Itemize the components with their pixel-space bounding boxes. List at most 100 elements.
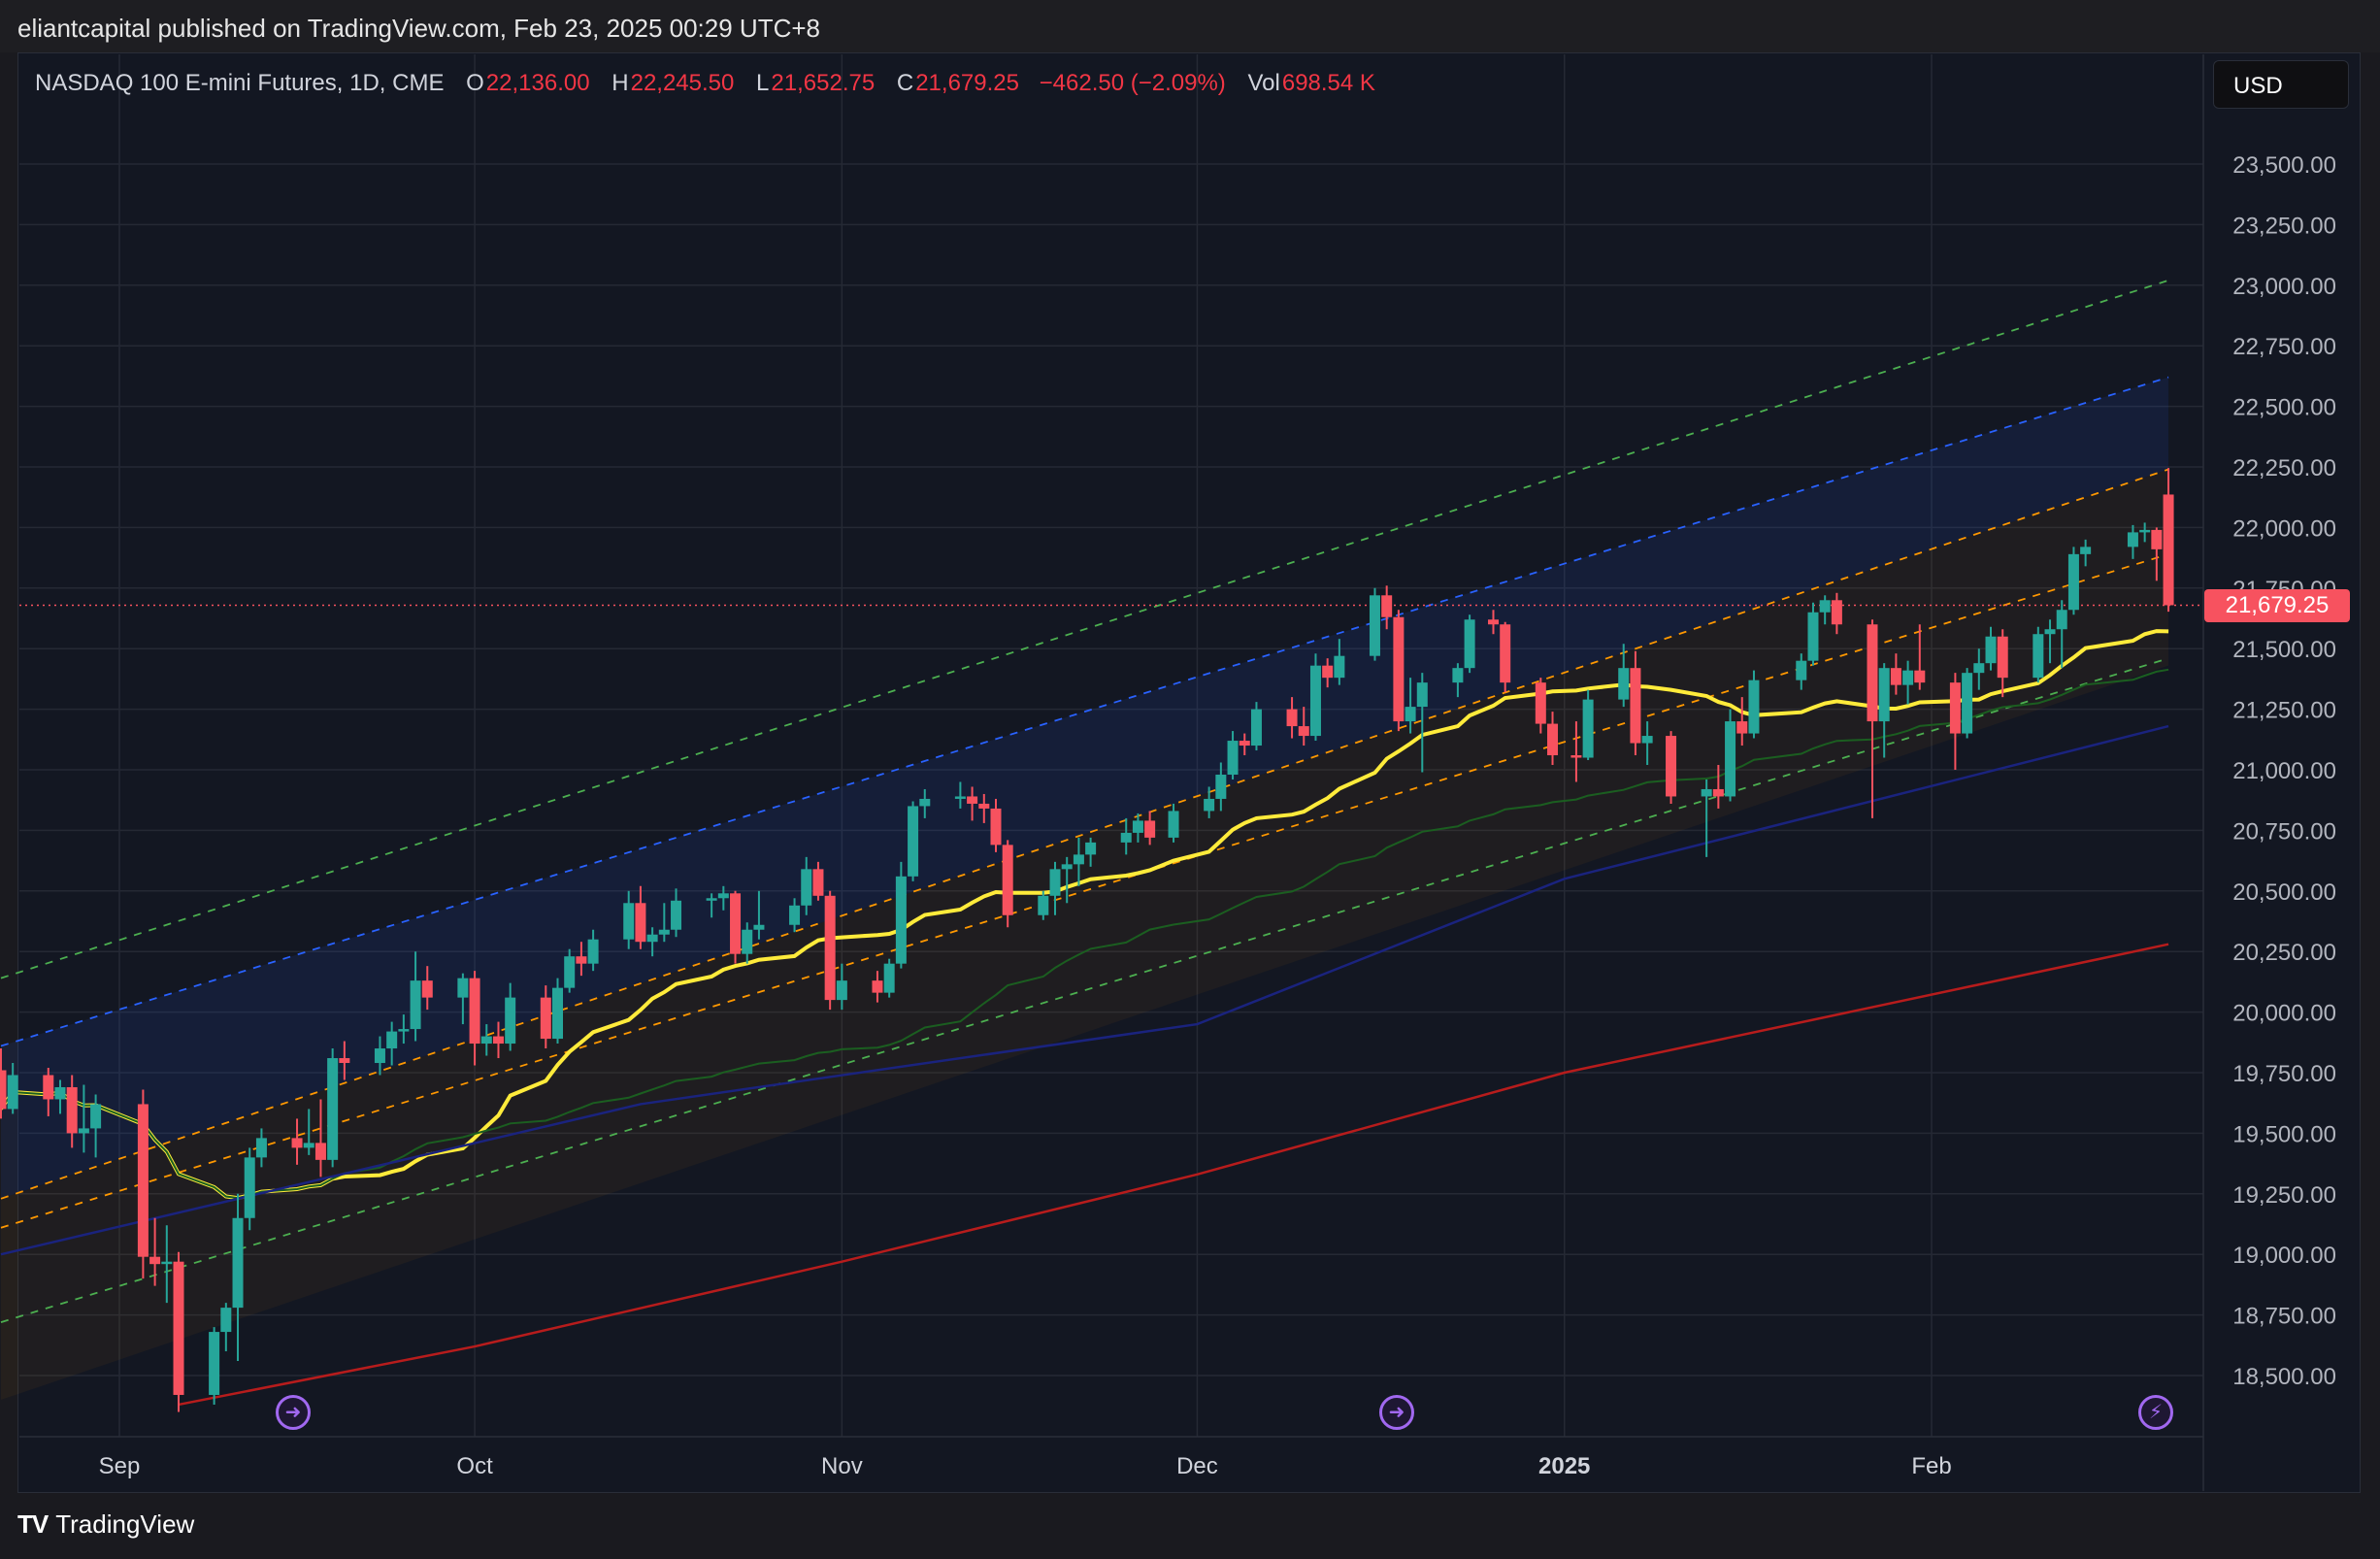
candle-body — [1227, 741, 1239, 775]
y-tick-label: 18,750.00 — [2232, 1304, 2336, 1330]
candle-body — [1168, 811, 1179, 838]
candle-body — [1334, 655, 1345, 679]
x-tick-label: Sep — [99, 1453, 141, 1479]
candle-body — [1570, 755, 1582, 758]
candle-body — [255, 1138, 267, 1158]
candle-body — [327, 1058, 339, 1160]
candle-body — [1452, 668, 1464, 683]
x-tick-label: Dec — [1176, 1453, 1218, 1479]
footer-brand[interactable]: TradingView — [55, 1509, 195, 1539]
candle-body — [576, 956, 587, 964]
candle-body — [1712, 788, 1724, 797]
candle-body — [54, 1086, 66, 1100]
currency-selector[interactable]: USD — [2213, 60, 2349, 109]
candle-body — [244, 1157, 255, 1218]
y-tick-label: 19,000.00 — [2232, 1243, 2336, 1269]
y-tick-label: 20,750.00 — [2232, 818, 2336, 845]
candle-body — [919, 798, 931, 807]
candle-body — [505, 997, 516, 1045]
candle-body — [540, 997, 551, 1040]
candle-body — [2151, 529, 2163, 549]
ma-50-line — [0, 668, 2169, 1200]
candle-body — [1405, 707, 1416, 722]
candle-body — [161, 1261, 173, 1265]
candle-body — [173, 1261, 184, 1395]
candle-body — [812, 869, 824, 896]
candle-body — [564, 956, 576, 988]
candle-body — [2067, 553, 2079, 611]
candle-body — [1061, 864, 1073, 870]
x-tick-label: Oct — [456, 1453, 493, 1479]
y-tick-label: 21,500.00 — [2232, 637, 2336, 663]
mid-channel-fill — [0, 469, 2169, 1400]
footer: TV TradingView — [17, 1507, 194, 1542]
forward-arrow-icon[interactable]: ➜ — [1379, 1395, 1414, 1430]
candle-body — [1393, 616, 1405, 722]
high-label: H — [612, 70, 629, 96]
candle-body — [1120, 832, 1132, 843]
candle-body — [137, 1104, 149, 1257]
volume-label: Vol — [1247, 70, 1280, 96]
candle-body — [1286, 709, 1298, 727]
candle-body — [978, 803, 990, 809]
x-tick-label: Feb — [1911, 1453, 1951, 1479]
candle-body — [339, 1058, 350, 1064]
candle-body — [742, 929, 753, 954]
candle-body — [1701, 788, 1712, 797]
last-price-tag: 21,679.25 — [2204, 589, 2350, 622]
candle-body — [1239, 741, 1250, 746]
tradingview-logo-icon[interactable]: TV — [17, 1509, 49, 1539]
candle-body — [836, 980, 847, 1001]
high-value: 22,245.50 — [630, 70, 735, 96]
candle-body — [730, 893, 742, 954]
candle-body — [1535, 682, 1546, 724]
chart-area[interactable] — [17, 52, 2361, 1493]
x-tick-label: Nov — [821, 1453, 863, 1479]
volume-value: 698.54 K — [1281, 70, 1375, 96]
candle-body — [1582, 699, 1594, 758]
candle-body — [789, 905, 801, 925]
candle-body — [303, 1143, 314, 1148]
symbol-name[interactable]: NASDAQ 100 E-mini Futures, 1D, CME — [35, 70, 445, 96]
candle-body — [658, 929, 670, 935]
y-tick-label: 20,250.00 — [2232, 940, 2336, 966]
candle-body — [2163, 494, 2174, 606]
y-tick-label: 18,500.00 — [2232, 1364, 2336, 1390]
y-tick-label: 22,500.00 — [2232, 395, 2336, 421]
lightning-icon[interactable]: ⚡ — [2138, 1395, 2173, 1430]
y-tick-label: 23,000.00 — [2232, 274, 2336, 300]
candle-body — [209, 1332, 220, 1395]
candle-body — [2033, 634, 2044, 679]
candle-body — [635, 903, 646, 943]
candle-body — [1630, 668, 1641, 744]
candle-body — [1796, 660, 1807, 680]
candle-body — [1666, 736, 1677, 797]
ma-200-line — [178, 943, 2169, 1407]
candle-body — [1322, 665, 1334, 679]
open-label: O — [466, 70, 484, 96]
upper-blue-channel — [0, 376, 2169, 1047]
candle-body — [1867, 624, 1878, 722]
candle-body — [1962, 673, 1973, 734]
candle-body — [43, 1075, 54, 1100]
y-tick-label: 20,000.00 — [2232, 1001, 2336, 1027]
candle-body — [1748, 680, 1760, 734]
price-axis-panel — [2203, 54, 2359, 1437]
candle-body — [1369, 595, 1380, 656]
ma-100-line — [0, 724, 2169, 1256]
candle-body — [990, 808, 1002, 846]
candle-body — [1985, 636, 1997, 664]
lower-green-channel — [0, 657, 2169, 1323]
forward-arrow-icon[interactable]: ➜ — [276, 1395, 311, 1430]
candle-body — [646, 934, 658, 943]
candle-body — [2056, 610, 2067, 630]
candle-body — [1488, 619, 1500, 625]
ohlc-legend: NASDAQ 100 E-mini Futures, 1D, CME O22,1… — [35, 70, 1377, 97]
candle-body — [1144, 820, 1156, 838]
y-tick-label: 23,250.00 — [2232, 213, 2336, 239]
candle-body — [1902, 670, 1914, 685]
y-tick-label: 20,500.00 — [2232, 879, 2336, 906]
y-tick-label: 21,250.00 — [2232, 698, 2336, 724]
low-value: 21,652.75 — [771, 70, 876, 96]
